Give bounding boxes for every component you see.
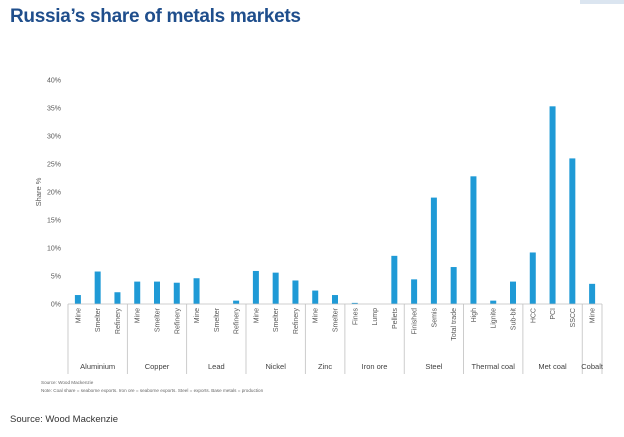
category-label: Refinery: [293, 308, 300, 335]
group-label: Nickel: [265, 362, 286, 371]
bar: [450, 267, 457, 304]
category-label: SSCC: [570, 308, 577, 327]
y-tick-label: 15%: [47, 218, 61, 225]
group-labels: Aluminium Copper Lead Nickel Zinc Iron ore Ste…: [80, 362, 604, 371]
y-tick-label: 0%: [51, 302, 61, 309]
group-label: Iron ore: [362, 362, 388, 371]
bar: [134, 281, 141, 304]
bar: [332, 295, 338, 304]
bar: [351, 302, 358, 304]
y-axis: 0% 5% 10% 15% 20% 25% 30% 35% 40%: [47, 78, 61, 309]
group-label: Zinc: [318, 362, 332, 371]
bar: [510, 281, 516, 304]
bar: [549, 106, 556, 304]
category-label: Mine: [590, 308, 597, 323]
y-tick-label: 5%: [51, 274, 61, 281]
category-label: Semis: [431, 308, 438, 328]
y-tick-label: 35%: [47, 106, 61, 113]
group-label: Met coal: [538, 362, 567, 371]
category-label: Refinery: [174, 308, 181, 335]
bar: [114, 292, 121, 304]
bar: [470, 176, 477, 304]
category-label: Refinery: [115, 308, 122, 335]
bars: [74, 106, 596, 304]
category-label: Sub-bit: [511, 308, 518, 330]
category-label: Pellets: [392, 308, 399, 330]
category-label: Smelter: [333, 307, 340, 332]
category-label: Refinery: [234, 308, 241, 335]
bar: [74, 295, 81, 304]
corner-decoration: [580, 0, 624, 4]
page-title: Russia’s share of metals markets: [10, 6, 301, 27]
category-label: Mine: [313, 308, 320, 323]
bar: [252, 270, 259, 304]
bar: [233, 300, 240, 304]
bar: [589, 283, 596, 304]
category-label: Smelter: [273, 307, 280, 332]
category-label: HCC: [530, 308, 537, 323]
bar: [94, 271, 101, 304]
group-label: Cobalt: [581, 362, 604, 371]
category-label: Mine: [75, 308, 82, 323]
bar: [411, 279, 418, 304]
bar: [193, 278, 200, 304]
category-label: Smelter: [95, 307, 102, 332]
bar: [312, 290, 319, 304]
bar: [529, 252, 536, 304]
bar: [490, 300, 497, 304]
category-labels: Mine Smelter Refinery Mine Smelter Refinery Mi…: [75, 307, 596, 340]
category-label: High: [471, 308, 478, 323]
y-tick-label: 10%: [47, 246, 61, 253]
bar: [569, 158, 576, 304]
group-label: Lead: [208, 362, 225, 371]
y-tick-label: 30%: [47, 134, 61, 141]
category-label: PCI: [550, 308, 557, 320]
group-label: Thermal coal: [472, 362, 516, 371]
category-label: Fines: [352, 308, 359, 326]
group-label: Aluminium: [80, 362, 115, 371]
category-label: Mine: [253, 308, 260, 323]
chart-source-note: Source: Wood Mackenzie: [41, 380, 94, 385]
y-tick-label: 40%: [47, 78, 61, 85]
bar: [292, 280, 299, 304]
category-label: Mine: [135, 308, 142, 323]
category-label: Mine: [194, 308, 201, 323]
bar: [272, 272, 279, 304]
source-text: Source: Wood Mackenzie: [10, 414, 119, 425]
bar: [154, 281, 160, 304]
category-label: Smelter: [155, 307, 162, 332]
group-dividers: [67, 304, 603, 374]
category-label: Total trade: [451, 308, 458, 341]
y-tick-label: 20%: [47, 190, 61, 197]
category-label: Smelter: [214, 307, 221, 332]
y-axis-title: Share %: [34, 177, 43, 206]
category-label: Lignite: [491, 308, 498, 329]
group-label: Copper: [145, 362, 170, 371]
bar: [391, 255, 398, 304]
bar: [173, 282, 180, 304]
category-label: Finished: [412, 308, 419, 335]
category-label: Lump: [372, 308, 379, 326]
bar: [430, 197, 437, 304]
chart-footnote: Note: Coal share = seaborne exports. Iro…: [41, 388, 264, 393]
group-label: Steel: [425, 362, 442, 371]
y-tick-label: 25%: [47, 162, 61, 169]
